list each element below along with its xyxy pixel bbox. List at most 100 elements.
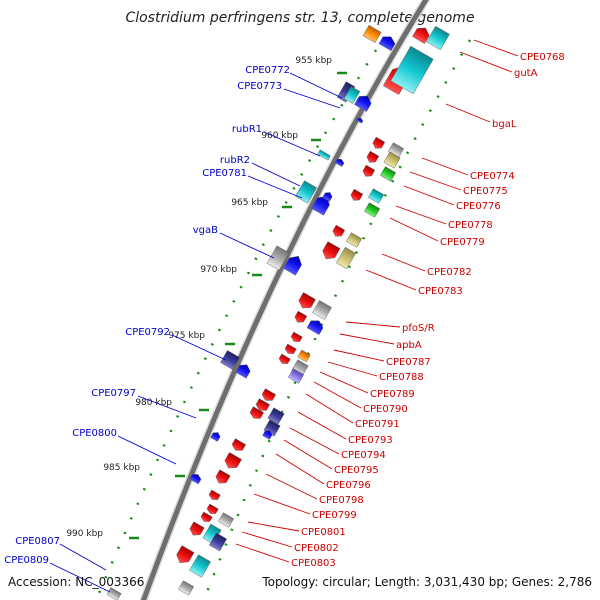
gene-label-right[interactable]: CPE0783 xyxy=(418,286,463,297)
left-label-leader xyxy=(289,72,343,99)
gene-label-right[interactable]: CPE0790 xyxy=(363,404,408,415)
gene-feature[interactable] xyxy=(214,469,231,486)
gene-label-right[interactable]: CPE0803 xyxy=(291,558,336,569)
gene-feature[interactable] xyxy=(209,532,227,552)
right-label-leader xyxy=(345,321,401,328)
gene-label-right[interactable]: CPE0799 xyxy=(312,510,357,521)
gene-label-right[interactable]: CPE0794 xyxy=(341,450,386,461)
gene-label-right[interactable]: CPE0787 xyxy=(386,357,431,368)
gene-feature[interactable] xyxy=(290,331,303,344)
gene-feature[interactable] xyxy=(178,580,194,596)
genome-backbone-core xyxy=(140,0,429,600)
gene-feature[interactable] xyxy=(349,188,364,203)
gene-label-right[interactable]: CPE0788 xyxy=(379,372,424,383)
gene-label-left[interactable]: rubR1 xyxy=(232,124,262,135)
gene-feature[interactable] xyxy=(278,353,291,366)
gene-feature[interactable] xyxy=(189,554,211,578)
gene-label-left[interactable]: CPE0797 xyxy=(91,388,136,399)
gene-label-left[interactable]: CPE0781 xyxy=(202,168,247,179)
gene-label-left[interactable]: CPE0807 xyxy=(15,536,60,547)
gene-label-right[interactable]: CPE0779 xyxy=(440,237,485,248)
gene-feature[interactable] xyxy=(322,191,334,202)
gene-label-right[interactable]: CPE0774 xyxy=(470,171,515,182)
gene-feature[interactable] xyxy=(412,24,431,44)
gene-feature[interactable] xyxy=(320,241,341,263)
gene-label-right[interactable]: pfoS/R xyxy=(402,323,435,334)
gene-feature[interactable] xyxy=(331,224,346,239)
gene-feature[interactable] xyxy=(174,545,195,567)
gene-feature[interactable] xyxy=(371,136,386,151)
gene-feature[interactable] xyxy=(306,317,325,335)
gene-feature[interactable] xyxy=(200,511,213,524)
gene-feature[interactable] xyxy=(208,489,221,502)
gene-label-left[interactable]: CPE0773 xyxy=(237,81,282,92)
gene-feature[interactable] xyxy=(296,292,316,311)
gene-label-right[interactable]: CPE0782 xyxy=(427,267,472,278)
left-label-leader xyxy=(117,435,177,465)
gene-feature[interactable] xyxy=(365,150,380,165)
gene-label-left[interactable]: CPE0792 xyxy=(125,327,170,338)
gene-feature[interactable] xyxy=(230,438,246,454)
gene-feature[interactable] xyxy=(312,300,332,320)
gene-feature[interactable] xyxy=(254,398,270,414)
gene-feature[interactable] xyxy=(346,232,362,248)
gene-feature[interactable] xyxy=(206,503,219,516)
gene-feature[interactable] xyxy=(361,164,376,179)
gene-label-left[interactable]: vgaB xyxy=(193,225,218,236)
gene-feature[interactable] xyxy=(235,362,252,379)
gene-feature[interactable] xyxy=(262,429,274,440)
gene-label-right[interactable]: CPE0796 xyxy=(326,480,371,491)
gene-feature[interactable] xyxy=(383,151,401,169)
gene-feature[interactable] xyxy=(188,521,205,538)
gene-feature[interactable] xyxy=(283,253,304,276)
gene-feature[interactable] xyxy=(218,512,234,528)
gene-feature[interactable] xyxy=(106,587,122,600)
gene-feature[interactable] xyxy=(260,388,276,404)
gene-feature[interactable] xyxy=(210,431,222,442)
gene-feature[interactable] xyxy=(426,25,450,51)
gene-feature[interactable] xyxy=(364,202,380,218)
gene-label-left[interactable]: CPE0800 xyxy=(72,428,117,439)
gene-label-right[interactable]: CPE0791 xyxy=(355,419,400,430)
gene-label-right[interactable]: CPE0775 xyxy=(463,186,508,197)
right-label-leader xyxy=(275,453,325,485)
gene-feature[interactable] xyxy=(334,157,345,167)
gene-feature[interactable] xyxy=(189,472,203,485)
gene-feature[interactable] xyxy=(380,166,396,182)
gene-label-right[interactable]: apbA xyxy=(396,340,422,351)
gene-feature[interactable] xyxy=(284,343,297,356)
gene-feature[interactable] xyxy=(266,245,290,271)
gene-label-right[interactable]: CPE0778 xyxy=(448,220,493,231)
gene-feature[interactable] xyxy=(317,149,331,161)
gene-feature[interactable] xyxy=(297,349,311,363)
gene-feature[interactable] xyxy=(343,86,361,104)
gene-feature[interactable] xyxy=(378,33,397,51)
gene-feature[interactable] xyxy=(293,310,308,325)
gene-label-right[interactable]: CPE0768 xyxy=(520,52,565,63)
gene-feature[interactable] xyxy=(390,45,434,95)
gene-label-right[interactable]: CPE0798 xyxy=(319,495,364,506)
gene-label-right[interactable]: CPE0795 xyxy=(334,465,379,476)
gene-feature[interactable] xyxy=(222,452,242,471)
gene-feature[interactable] xyxy=(362,25,382,43)
gene-label-right[interactable]: CPE0801 xyxy=(301,527,346,538)
gene-label-right[interactable]: CPE0793 xyxy=(348,435,393,446)
gene-feature[interactable] xyxy=(368,188,384,204)
gene-label-right[interactable]: gutA xyxy=(514,68,538,79)
gene-feature[interactable] xyxy=(267,407,285,425)
gene-label-left[interactable]: CPE0809 xyxy=(4,555,49,566)
gene-feature[interactable] xyxy=(354,92,373,112)
right-label-leader xyxy=(253,493,311,515)
gene-feature[interactable] xyxy=(356,117,364,124)
gene-feature[interactable] xyxy=(336,246,356,270)
gene-label-right[interactable]: bgaL xyxy=(492,119,517,130)
gene-label-right[interactable]: CPE0776 xyxy=(456,201,501,212)
gene-label-left[interactable]: rubR2 xyxy=(220,155,250,166)
gene-feature[interactable] xyxy=(288,368,304,384)
gene-feature[interactable] xyxy=(220,350,240,370)
gene-label-right[interactable]: CPE0789 xyxy=(370,389,415,400)
gene-feature[interactable] xyxy=(248,406,264,422)
gene-label-left[interactable]: CPE0772 xyxy=(245,65,290,76)
gene-label-right[interactable]: CPE0802 xyxy=(294,543,339,554)
